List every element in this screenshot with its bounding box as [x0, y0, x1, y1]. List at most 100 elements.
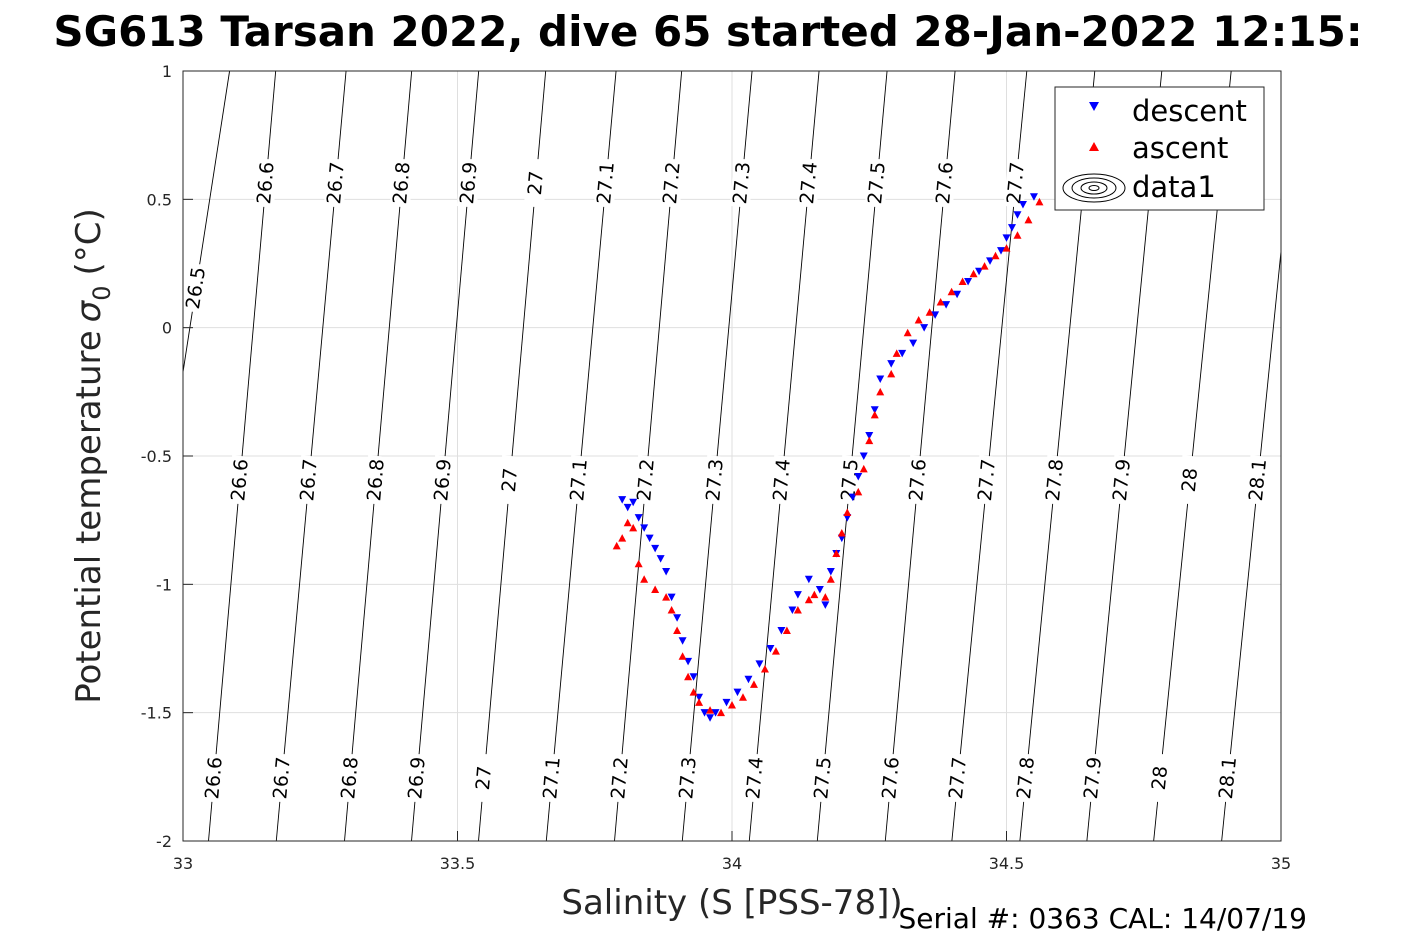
contour-label-bg: [430, 455, 456, 505]
contour-label: 27.7: [945, 756, 971, 800]
descent-point: [640, 524, 649, 532]
contour-label: 27.6: [932, 161, 958, 205]
ascent-point: [1024, 215, 1033, 224]
descent-point: [733, 688, 742, 697]
x-axis-ticks: 33 33.5 34 34.5 35: [173, 831, 1291, 873]
descent-point: [755, 660, 764, 668]
contour-label: 27.7: [1003, 161, 1029, 205]
contour-label: 27.6: [905, 458, 931, 502]
descent-point: [953, 290, 962, 299]
contour-label: 26.9: [430, 458, 456, 502]
contour-label: 27.3: [702, 458, 728, 502]
contour-label: 27.5: [864, 161, 890, 205]
ascent-point: [695, 698, 704, 706]
legend-ascent-marker: [1089, 142, 1099, 151]
ascent-point: [678, 652, 687, 660]
ascent-point: [991, 251, 1000, 260]
contour-label: 27.8: [1042, 458, 1068, 502]
descent-point: [804, 575, 813, 584]
descent-point: [821, 601, 830, 609]
ascent-point: [810, 590, 819, 599]
descent-point: [931, 311, 940, 319]
contour-label-bg: [702, 455, 728, 505]
ascent-point: [1013, 231, 1022, 239]
contour-label: 27.4: [769, 458, 795, 502]
descent-point: [870, 406, 879, 414]
contour-label-bg: [269, 753, 295, 803]
descent-point: [986, 257, 995, 265]
contour-label-bg: [675, 753, 701, 803]
contour-label: 28.1: [1245, 458, 1271, 502]
ascent-point: [771, 647, 780, 655]
descent-point: [656, 555, 665, 563]
descent-point: [695, 693, 704, 702]
contour-label: 26.9: [456, 161, 482, 205]
contour-label-bg: [1003, 158, 1029, 208]
descent-point: [837, 534, 846, 543]
contour-label: 26.6: [227, 458, 253, 502]
descent-point: [997, 247, 1006, 255]
contour-label-bg: [323, 158, 349, 208]
descent-point: [909, 339, 918, 348]
contour-label-bg: [389, 158, 414, 208]
contour-label-bg: [1080, 753, 1106, 803]
contour-label-bg: [566, 455, 592, 505]
descent-point: [662, 568, 671, 576]
legend-descent-label: descent: [1132, 94, 1247, 128]
x-axis-label: Salinity (S [PSS-78]): [561, 883, 902, 923]
contour-label-bg: [471, 753, 497, 803]
descent-point: [678, 637, 687, 645]
y-tick-label: -0.5: [141, 447, 172, 466]
contour-label: 27: [498, 467, 522, 493]
descent-point: [964, 277, 973, 286]
descent-point: [854, 473, 863, 481]
contour-label-bg: [363, 455, 389, 505]
ascent-point: [936, 298, 945, 306]
contour-label: 27.6: [878, 756, 904, 800]
descent-point: [634, 514, 643, 522]
ascent-point: [892, 349, 901, 357]
y-axis-label-text: Potential temperature: [69, 330, 109, 703]
legend-descent-marker: [1089, 102, 1099, 111]
ascent-point: [958, 277, 967, 285]
contour-label: 27.4: [796, 161, 822, 205]
ascent-point: [717, 708, 726, 717]
contour-label-bg: [296, 455, 322, 505]
ascent-point: [782, 626, 791, 635]
descent-point: [887, 360, 896, 368]
contour-label-bg: [201, 753, 227, 803]
density-contour-line: [1221, 251, 1282, 842]
contour-label-bg: [523, 158, 548, 208]
contour-label-bg: [974, 455, 1000, 505]
descent-point: [859, 452, 868, 460]
contour-label-bg: [810, 753, 836, 803]
ascent-point: [749, 680, 758, 688]
descent-point: [920, 324, 929, 332]
ascent-point: [887, 369, 896, 378]
y-axis-label-subscript: 0: [88, 285, 116, 300]
contour-label: 27.4: [742, 756, 768, 800]
descent-point: [1007, 224, 1016, 232]
contour-label-bg: [932, 158, 958, 208]
ascent-point: [859, 464, 868, 473]
y-tick-label: 0: [162, 319, 172, 338]
contour-label: 26.9: [404, 756, 430, 800]
x-tick-label: 34: [722, 854, 742, 873]
ascent-point: [667, 606, 676, 614]
ascent-point: [903, 328, 912, 337]
contour-label-bg: [878, 753, 904, 803]
ascent-point: [925, 308, 934, 316]
ascent-point: [1002, 244, 1011, 252]
contour-label: 26.8: [337, 756, 363, 800]
contour-label-bg: [1147, 753, 1173, 803]
contour-label-bg: [456, 158, 481, 208]
contour-label-bg: [659, 158, 684, 208]
contour-label: 26.6: [253, 161, 279, 205]
descent-point: [793, 591, 802, 599]
y-axis-label-symbol: σ: [69, 299, 109, 322]
ascent-point: [728, 700, 736, 709]
contour-label-bg: [497, 455, 523, 505]
ascent-point: [843, 508, 852, 516]
contour-label: 28: [1148, 765, 1172, 791]
